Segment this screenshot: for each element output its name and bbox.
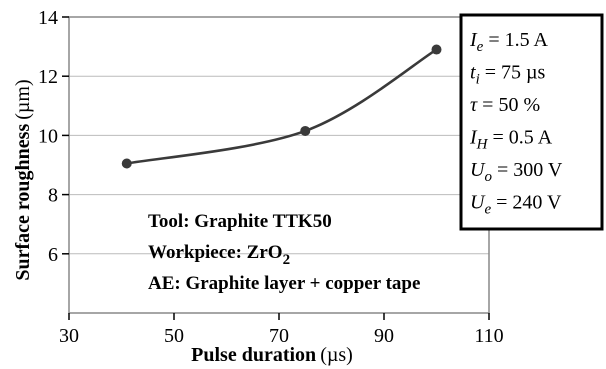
annotation-ae: AE: Graphite layer + copper tape bbox=[148, 273, 420, 294]
parameter-value: = 50 % bbox=[477, 94, 540, 116]
x-axis-label: Pulse duration (µs) bbox=[191, 344, 353, 366]
parameter-line: Ie = 1.5 A bbox=[469, 29, 549, 55]
series-line bbox=[126, 48, 438, 165]
parameter-line: τ = 50 % bbox=[470, 94, 540, 116]
parameter-symbol: t bbox=[470, 62, 476, 84]
parameter-line: Uo = 300 V bbox=[470, 159, 563, 185]
parameter-symbol: U bbox=[470, 192, 486, 214]
parameter-value: = 0.5 A bbox=[488, 127, 553, 149]
data-point bbox=[300, 125, 311, 136]
x-tick-label: 50 bbox=[164, 325, 184, 347]
parameter-symbol: U bbox=[470, 159, 486, 181]
parameter-value: = 240 V bbox=[491, 192, 562, 214]
plot-frame bbox=[68, 16, 490, 314]
parameter-subscript: e bbox=[484, 202, 491, 218]
parameters-list: Ie = 1.5 Ati = 75 µsτ = 50 %IH = 0.5 AUo… bbox=[469, 29, 563, 218]
parameter-line: IH = 0.5 A bbox=[469, 127, 553, 153]
parameter-subscript: H bbox=[476, 137, 489, 153]
x-tick-label: 110 bbox=[474, 325, 503, 347]
parameters-box bbox=[459, 13, 604, 231]
parameter-subscript: i bbox=[476, 72, 480, 88]
y-axis-ticks: 6 8 10 12 14 bbox=[38, 7, 69, 266]
parameter-symbol: I bbox=[469, 29, 478, 51]
y-tick-label: 14 bbox=[38, 7, 58, 29]
data-point bbox=[431, 44, 442, 55]
x-tick-label: 30 bbox=[59, 325, 79, 347]
y-axis-label: Surface roughness(µm) bbox=[12, 79, 34, 280]
parameter-value: = 75 µs bbox=[480, 62, 546, 84]
parameter-value: = 300 V bbox=[492, 159, 563, 181]
x-axis-ticks: 30 50 70 90 110 bbox=[59, 313, 504, 347]
parameter-line: Ue = 240 V bbox=[470, 192, 562, 218]
y-tick-label: 12 bbox=[38, 66, 58, 88]
parameter-symbol: I bbox=[469, 127, 478, 149]
workpiece-subscript: 2 bbox=[283, 252, 291, 268]
parameter-value: = 1.5 A bbox=[483, 29, 548, 51]
parameter-subscript: e bbox=[477, 39, 484, 55]
parameter-line: ti = 75 µs bbox=[470, 62, 546, 88]
annotation-workpiece: Workpiece: ZrO2 bbox=[148, 242, 290, 268]
parameter-subscript: o bbox=[484, 169, 492, 185]
x-tick-label: 90 bbox=[374, 325, 394, 347]
annotation-tool: Tool: Graphite TTK50 bbox=[148, 211, 332, 232]
y-tick-label: 8 bbox=[48, 185, 58, 207]
data-points bbox=[121, 44, 442, 169]
workpiece-prefix: Workpiece: ZrO bbox=[148, 242, 283, 263]
parameter-symbol: τ bbox=[470, 94, 478, 116]
y-tick-label: 6 bbox=[48, 244, 58, 266]
y-tick-label: 10 bbox=[38, 125, 58, 147]
data-point bbox=[121, 158, 132, 169]
x-tick-label: 70 bbox=[269, 325, 289, 347]
